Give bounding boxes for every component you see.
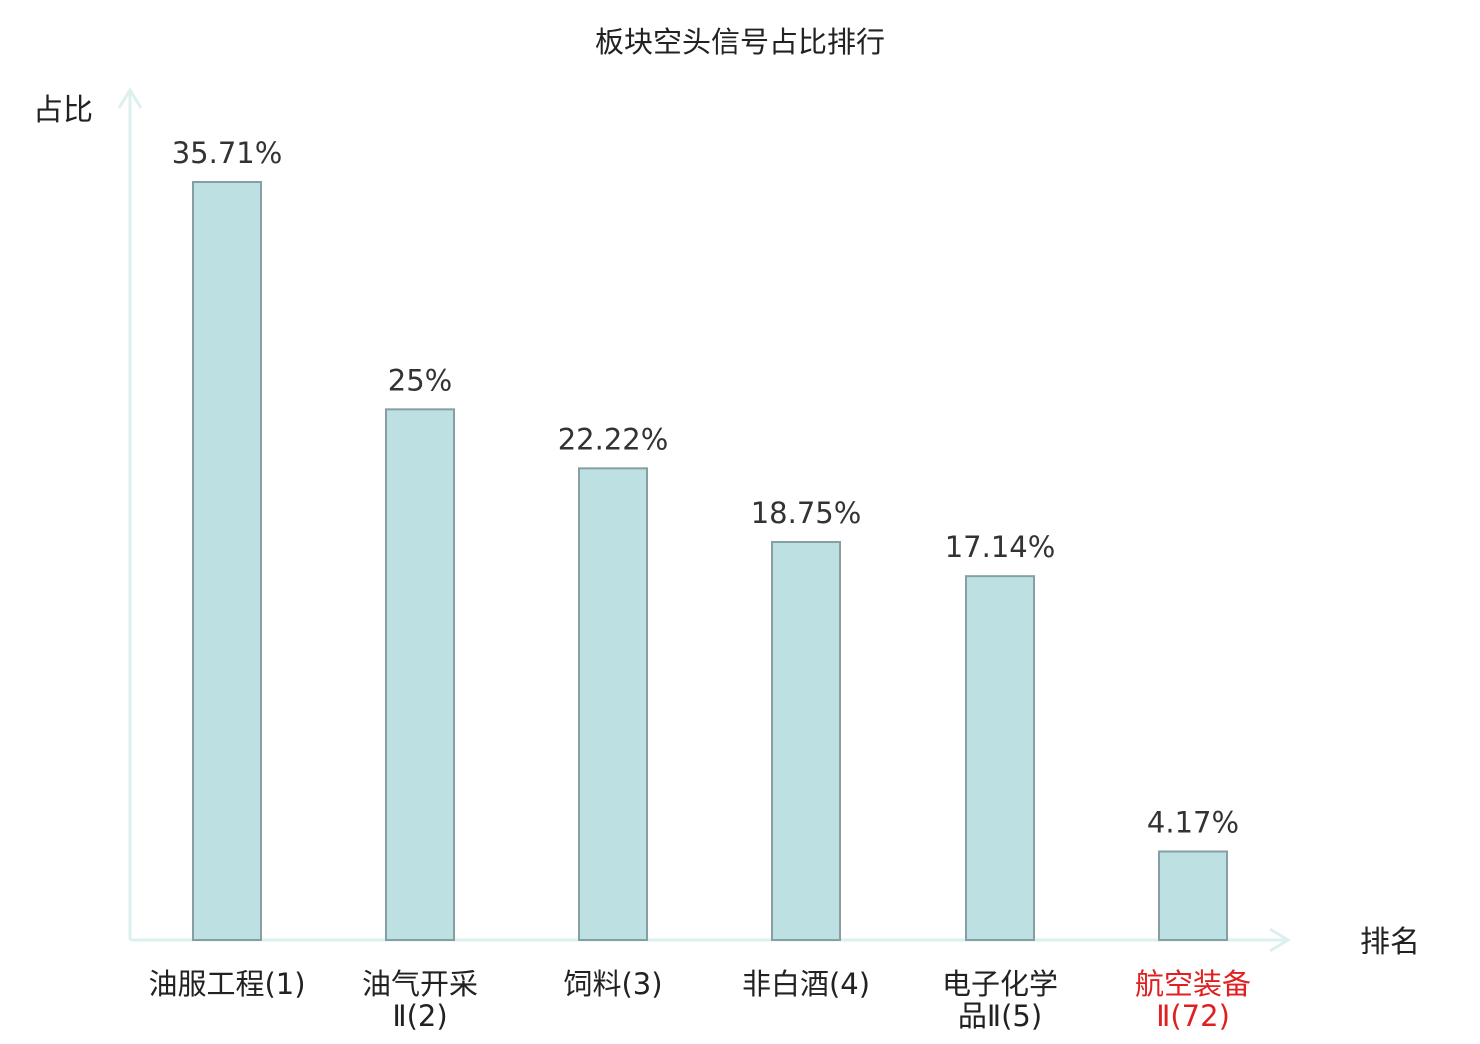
category-tick-label: 航空装备	[1135, 967, 1251, 1001]
data-label: 4.17%	[1147, 805, 1239, 839]
y-axis-label: 占比	[33, 93, 93, 128]
bars	[192, 181, 1228, 942]
bar	[385, 408, 455, 942]
bar	[578, 467, 648, 941]
y-axis-arrow	[117, 87, 143, 109]
category-tick-label: 非白酒(4)	[742, 967, 870, 1001]
x-axis-label: 排名	[1360, 925, 1420, 960]
x-axis-arrow	[1269, 927, 1291, 953]
data-label: 18.75%	[751, 496, 862, 530]
axes	[117, 87, 1291, 953]
bar	[771, 541, 841, 942]
category-tick-label: 油气开采	[362, 967, 478, 1001]
chart-title: 板块空头信号占比排行	[595, 25, 885, 59]
category-tick-label-line2: Ⅱ(2)	[392, 999, 447, 1033]
category-tick-label: 电子化学	[942, 967, 1058, 1001]
bar	[965, 575, 1035, 942]
data-label: 17.14%	[945, 530, 1056, 564]
bar	[1158, 850, 1228, 941]
category-tick-label-line2: Ⅱ(72)	[1156, 999, 1230, 1033]
data-label: 35.71%	[172, 136, 283, 170]
category-tick-label-line2: 品Ⅱ(5)	[958, 999, 1042, 1033]
data-label: 25%	[388, 363, 452, 397]
value-labels: 35.71% 25% 22.22% 18.75% 17.14% 4.17%	[172, 136, 1239, 839]
bar	[192, 181, 262, 941]
category-tick-label: 油服工程(1)	[148, 967, 305, 1001]
data-label: 22.22%	[558, 422, 669, 456]
category-tick-label: 饲料(3)	[563, 967, 662, 1001]
